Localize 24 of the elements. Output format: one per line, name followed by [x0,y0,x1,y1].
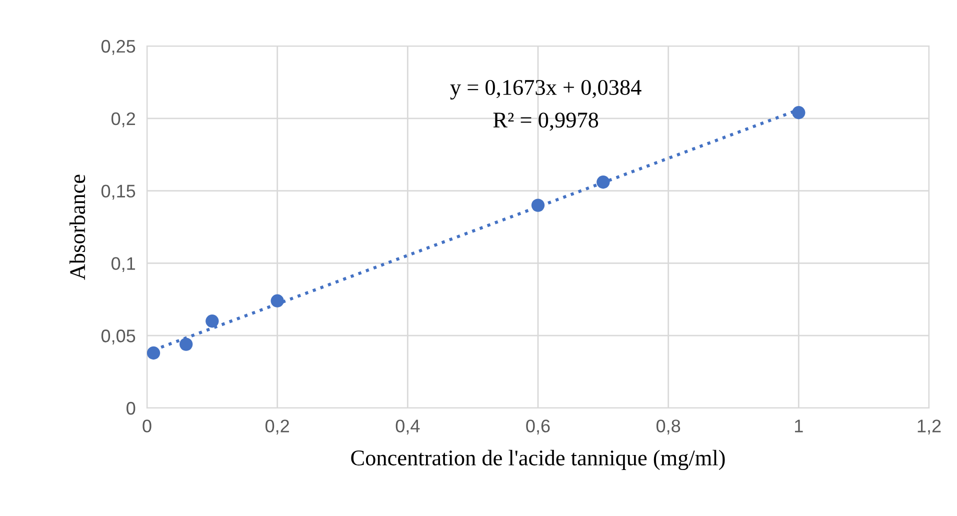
x-tick-label: 1,2 [918,420,941,435]
point [596,176,610,189]
y-tick-label: 0,25 [101,40,136,55]
y-tick-label: 0,1 [111,257,136,272]
x-tick-label: 0 [142,420,152,432]
point [531,198,545,212]
x-tick-label: 0,2 [265,420,289,435]
y-axis-title: Absorbance [69,174,86,280]
point [147,346,160,360]
x-tick-label: 0,6 [526,420,550,435]
x-axis-title: Concentration de l'acide tannique (mg/ml) [351,450,725,470]
x-tick-label: 0,4 [396,420,420,435]
y-tick-label: 0,2 [111,112,135,128]
annotation: y = 0,1673x + 0,0384 [450,80,642,100]
point [180,338,193,351]
annotation: R² = 0,9978 [493,112,598,131]
point [206,314,219,328]
point [792,106,806,120]
y-tick-label: 0,15 [101,184,136,200]
x-tick-label: 1 [795,420,803,432]
x-tick-label: 0,8 [656,420,680,435]
y-tick-label: 0,05 [101,330,136,344]
point [270,294,284,308]
y-tick-label: 0 [126,402,136,415]
